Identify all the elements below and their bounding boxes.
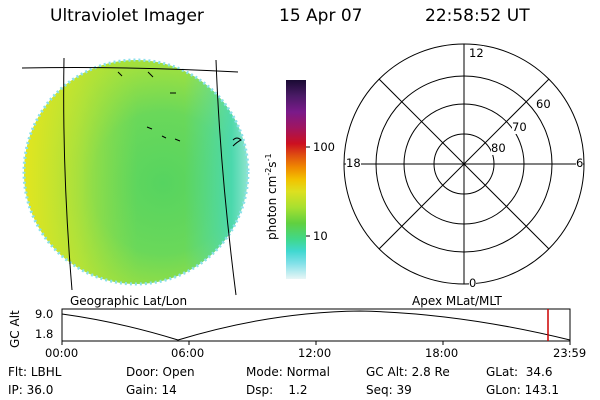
time-tick-1800: 18:00 (425, 346, 459, 360)
colorbar-tick-100: 100 (313, 140, 335, 154)
coastline-marks (117, 71, 242, 147)
altitude-plot-frame (61, 308, 571, 342)
altitude-ylabel: GC Alt (8, 310, 22, 348)
altitude-curve (61, 310, 571, 341)
time-tick-0000: 00:00 (45, 346, 79, 360)
diagonal-2 (378, 78, 550, 250)
status-seq: Seq: 39 (366, 383, 412, 397)
earth-disk (22, 58, 250, 286)
mlt-label-18: 18 (346, 156, 361, 170)
time-tick-0600: 06:00 (171, 346, 205, 360)
mlat-label-70: 70 (512, 120, 527, 134)
status-ip: IP: 36.0 (8, 383, 54, 397)
colorbar-tick-10: 10 (313, 229, 328, 243)
status-flt: Flt: LBHL (8, 365, 62, 379)
status-gc-alt: GC Alt: 2.8 Re (366, 365, 450, 379)
mlat-label-60: 60 (536, 97, 551, 111)
time-label: 22:58:52 UT (425, 6, 530, 26)
mlat-label-80: 80 (491, 141, 506, 155)
mlt-label-12: 12 (469, 46, 484, 60)
status-gain: Gain: 14 (126, 383, 177, 397)
instrument-title: Ultraviolet Imager (50, 6, 204, 26)
status-door: Door: Open (126, 365, 195, 379)
mlt-label-6: 6 (576, 156, 584, 170)
time-tick-2359: 23:59 (553, 346, 587, 360)
altitude-ytick-9: 9.0 (35, 307, 54, 321)
altitude-ytick-1-8: 1.8 (35, 327, 54, 341)
mlt-label-0: 0 (469, 276, 477, 290)
polar-caption: Apex MLat/MLT (412, 294, 502, 308)
status-dsp: Dsp: 1.2 (246, 383, 308, 397)
image-caption: Geographic Lat/Lon (70, 294, 188, 308)
time-tick-1200: 12:00 (298, 346, 332, 360)
geographic-grid (21, 57, 239, 296)
status-glat: GLat: 34.6 (486, 365, 553, 379)
status-glon: GLon: 143.1 (486, 383, 559, 397)
date-label: 15 Apr 07 (279, 6, 363, 26)
status-mode: Mode: Normal (246, 365, 330, 379)
